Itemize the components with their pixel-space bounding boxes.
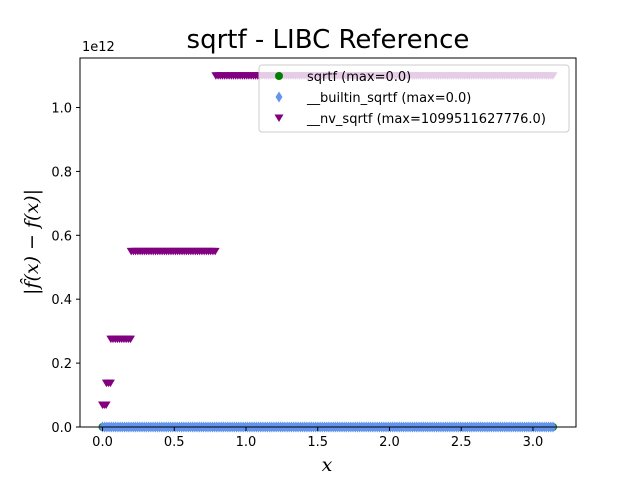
y-tick-label: 0.2 (51, 357, 72, 372)
data-point-series-2 (126, 335, 136, 344)
x-tick-label: 1.5 (307, 435, 328, 450)
legend: sqrtf (max=0.0) __builtin_sqrtf (max=0.0… (258, 64, 570, 133)
legend-label-nv-sqrtf: __nv_sqrtf (max=1099511627776.0) (306, 112, 546, 127)
y-tick-label: 0.8 (51, 165, 72, 180)
y-axis-label: |f̂(x) − f(x)| (20, 189, 43, 295)
x-tick-label: 3.0 (523, 435, 544, 450)
legend-marker-nv-sqrtf (274, 114, 284, 122)
legend-marker-builtin-sqrtf (275, 91, 283, 103)
x-tick-label: 2.5 (451, 435, 472, 450)
legend-label-builtin-sqrtf: __builtin_sqrtf (max=0.0) (306, 91, 471, 106)
x-tick-label: 0.0 (92, 435, 113, 450)
x-axis-label: x (322, 454, 333, 476)
legend-marker-sqrtf (275, 72, 283, 80)
chart-title: sqrtf - LIBC Reference (187, 25, 470, 55)
x-tick-label: 2.0 (379, 435, 400, 450)
data-point-series-2 (210, 247, 220, 256)
y-tick-label: 0.4 (51, 293, 72, 308)
x-tick-label: 0.5 (164, 435, 185, 450)
x-tick-label: 1.0 (236, 435, 257, 450)
data-point-series-2 (101, 401, 111, 410)
y-axis: 0.0 0.2 0.4 0.6 0.8 1.0 (51, 102, 80, 436)
legend-marker-shape (275, 91, 283, 103)
x-axis: 0.0 0.5 1.0 1.5 2.0 2.5 3.0 (92, 427, 543, 450)
legend-box (258, 64, 570, 133)
y-tick-label: 0.0 (51, 421, 72, 436)
legend-label-sqrtf: sqrtf (max=0.0) (307, 70, 411, 85)
y-tick-label: 0.6 (51, 229, 72, 244)
legend-marker-shape (275, 72, 283, 80)
legend-marker-shape (274, 114, 284, 122)
plot-frame (79, 57, 577, 428)
y-tick-label: 1.0 (51, 102, 72, 117)
y-offset-label: 1e12 (82, 40, 115, 55)
data-point-series-2 (105, 379, 115, 388)
